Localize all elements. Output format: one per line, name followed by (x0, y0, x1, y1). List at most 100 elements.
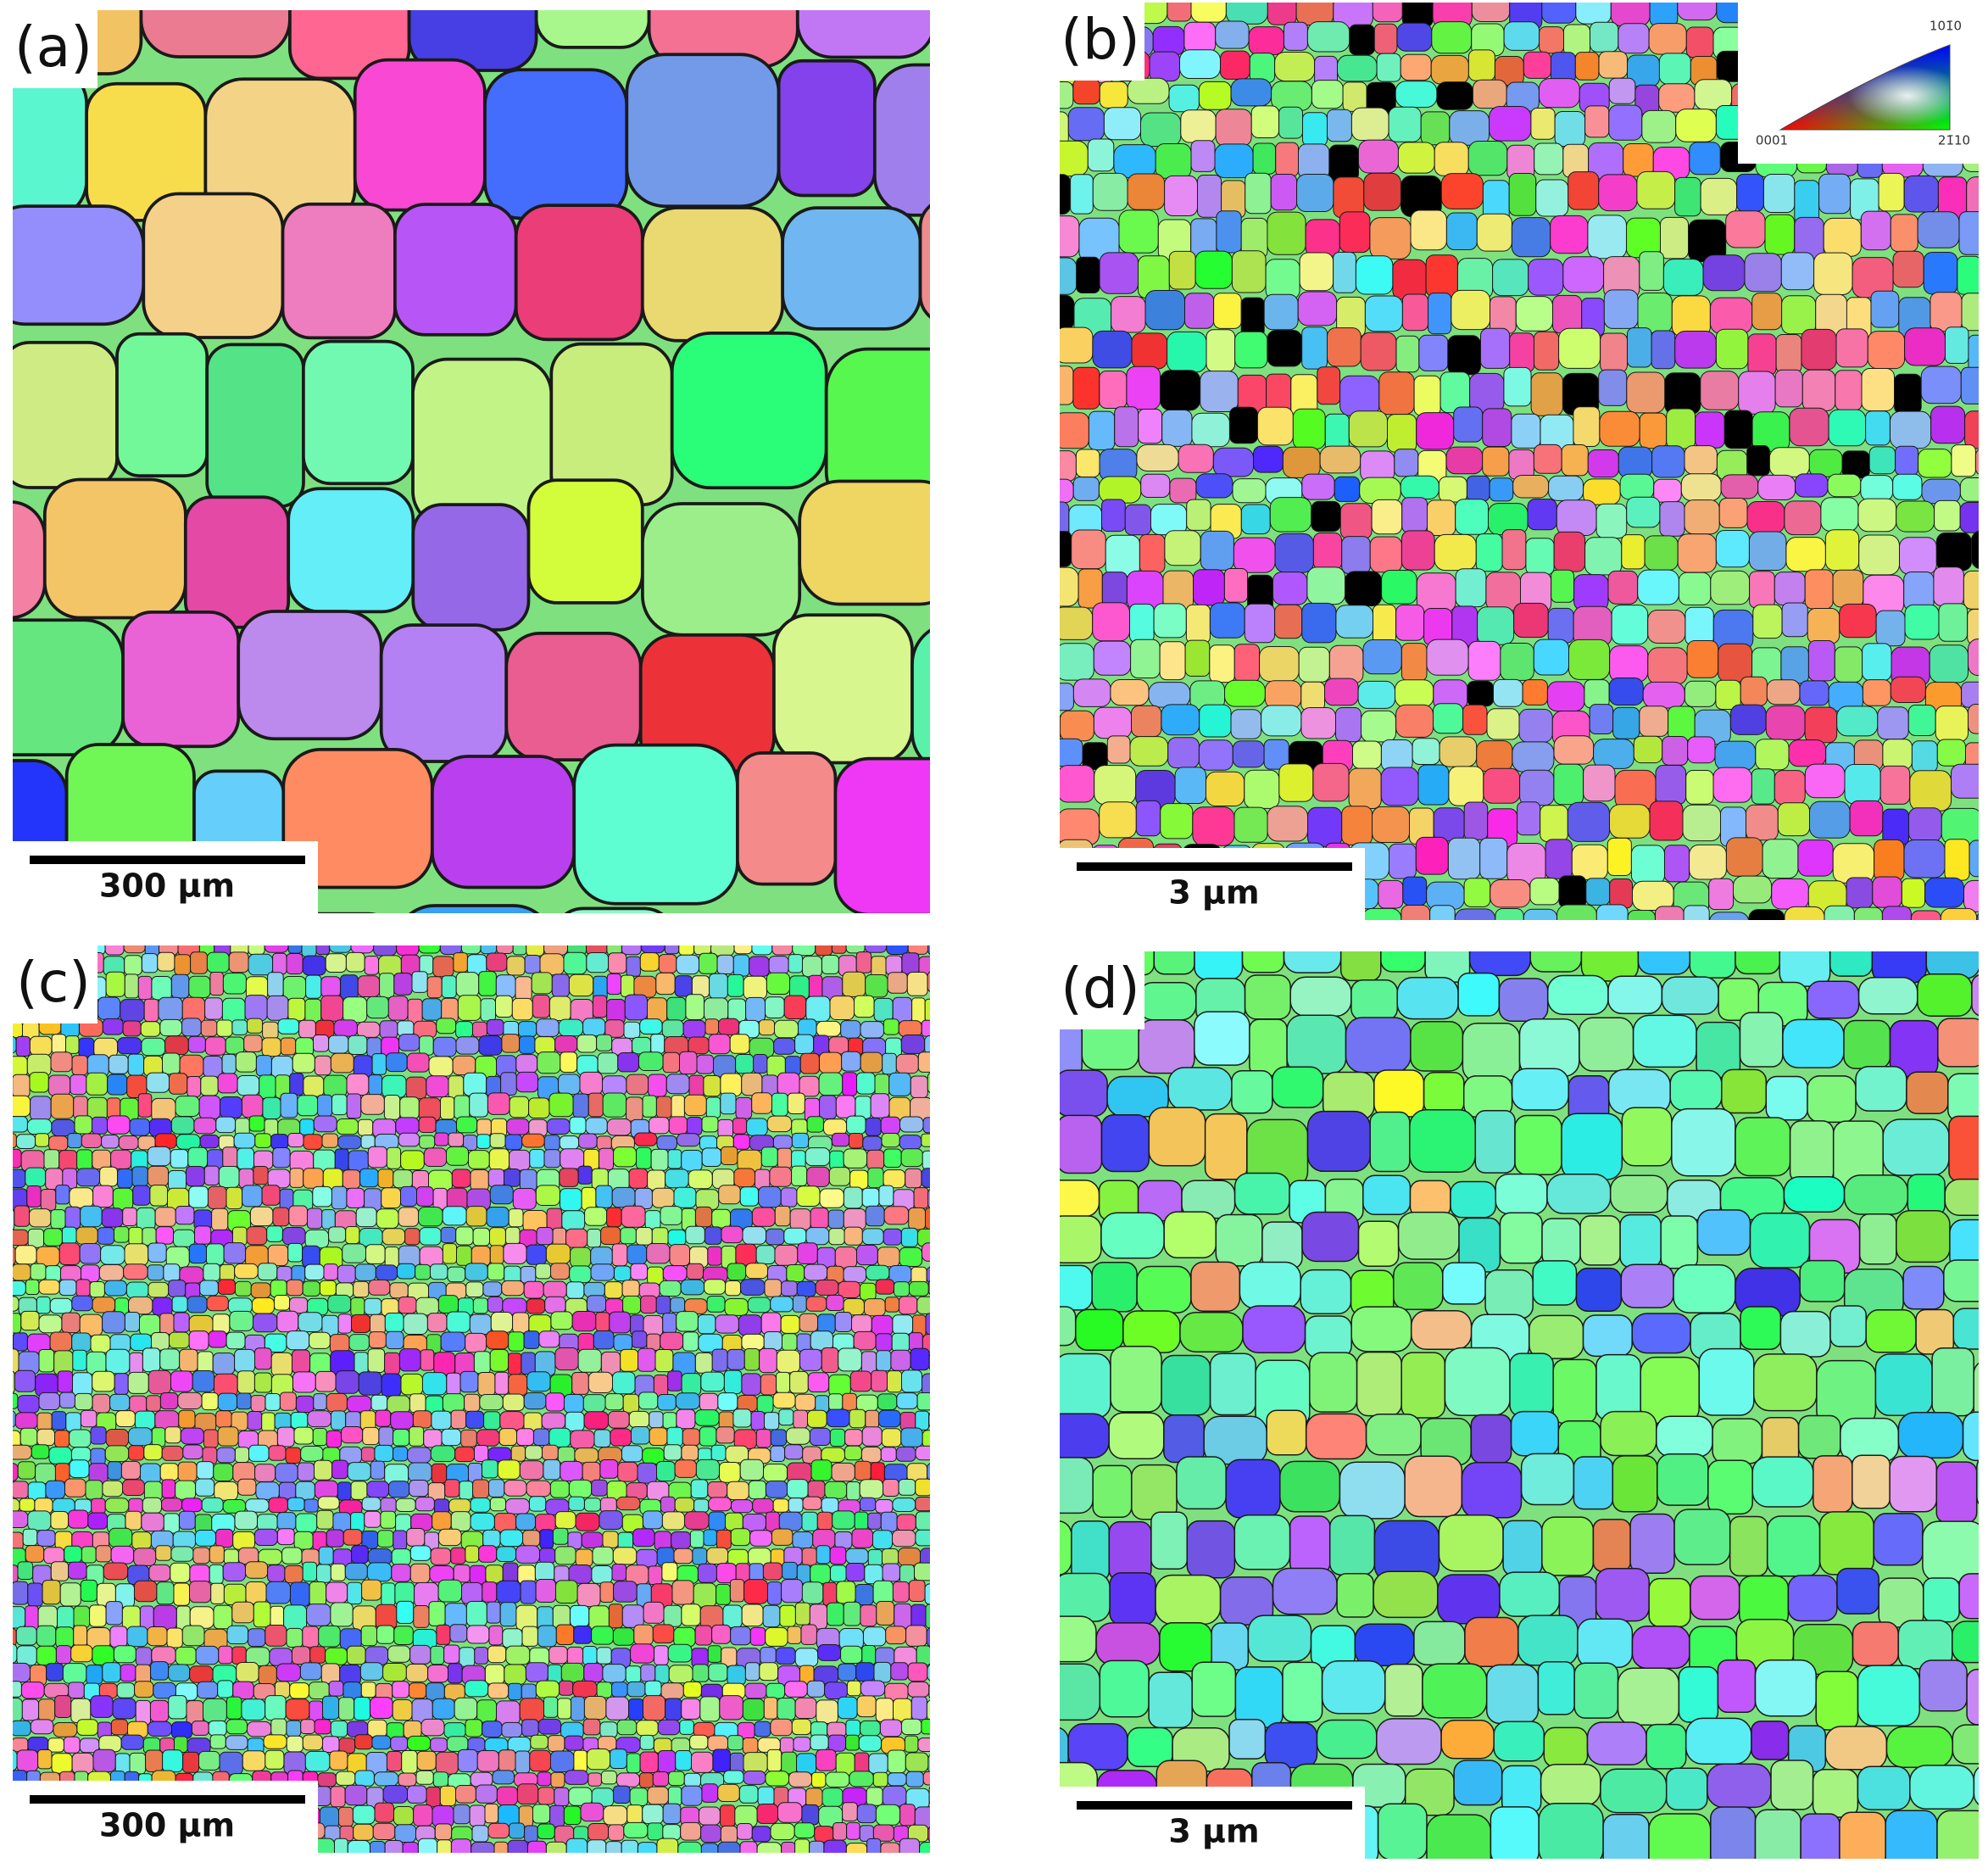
grain (1499, 1571, 1561, 1617)
grain (867, 1167, 884, 1189)
grain (583, 1663, 604, 1683)
grain (1358, 139, 1399, 174)
grain (13, 1229, 29, 1247)
grain (225, 1735, 248, 1750)
grain (1060, 765, 1095, 803)
grain (810, 1208, 829, 1230)
grain (730, 1528, 751, 1547)
grain (1094, 765, 1137, 806)
grain (1945, 326, 1969, 364)
grain (1915, 1308, 1955, 1355)
grain (825, 1771, 850, 1788)
grain (1680, 473, 1722, 501)
grain (743, 1348, 760, 1371)
grain (114, 1373, 129, 1395)
grain (360, 1682, 376, 1698)
grain (441, 1428, 462, 1447)
grain (1233, 806, 1268, 843)
grain (457, 995, 482, 1021)
grain (212, 1353, 236, 1375)
grain (109, 1527, 133, 1548)
grain (769, 1166, 793, 1187)
grain (528, 1097, 550, 1119)
grain (118, 1135, 139, 1150)
grain (1075, 1308, 1124, 1352)
grain (920, 1548, 930, 1567)
grain (36, 1296, 51, 1314)
grain (770, 1445, 786, 1463)
grain (1388, 106, 1422, 142)
grain (853, 1330, 877, 1351)
grain (501, 1280, 525, 1297)
grain (754, 1721, 771, 1737)
grain (1762, 174, 1796, 213)
grain-map (1060, 951, 1979, 1859)
grain (183, 495, 291, 629)
grain (796, 1185, 821, 1207)
grain (72, 1349, 87, 1371)
grain (668, 1771, 685, 1787)
grain (779, 1604, 796, 1627)
grain (328, 1035, 349, 1054)
grain (578, 1133, 598, 1149)
grain (762, 1562, 783, 1581)
grain (321, 1133, 339, 1148)
grain (763, 1464, 788, 1482)
grain (512, 945, 527, 956)
grain (330, 1720, 348, 1737)
grain (642, 1804, 664, 1825)
grain (92, 1393, 111, 1414)
grain (1339, 211, 1371, 254)
grain (507, 1839, 528, 1853)
grain (459, 1481, 474, 1500)
grain (1060, 81, 1074, 109)
grain (1897, 1412, 1964, 1458)
grain (43, 1547, 65, 1564)
grain (465, 1263, 488, 1281)
grain (1721, 1068, 1768, 1114)
grain (1127, 173, 1166, 210)
grain (490, 1312, 514, 1333)
grain (656, 1838, 679, 1853)
grain (1263, 293, 1299, 331)
grain (208, 1330, 227, 1348)
grain (14, 1369, 36, 1392)
grain (582, 1718, 601, 1736)
grain (1533, 443, 1562, 474)
grain (1966, 176, 1979, 220)
grain (1829, 1305, 1867, 1347)
grain (215, 1410, 232, 1428)
grain (1167, 331, 1207, 373)
grain (639, 952, 660, 972)
grain (861, 1228, 884, 1246)
grain (441, 975, 457, 998)
grain (772, 1392, 796, 1409)
grain (457, 1749, 478, 1772)
grain (122, 1020, 142, 1037)
grain (381, 1187, 402, 1209)
grain (1890, 676, 1926, 703)
grain (354, 1352, 369, 1375)
grain (1163, 1211, 1217, 1259)
grain (292, 1349, 310, 1374)
grain (676, 1408, 696, 1430)
grain (1899, 537, 1937, 575)
grain (910, 1696, 927, 1721)
grain (706, 1547, 729, 1564)
grain (122, 1479, 145, 1497)
grain (1720, 474, 1759, 499)
grain (323, 1263, 338, 1280)
grain (842, 1392, 857, 1411)
grain (1463, 878, 1491, 907)
grain (654, 1645, 669, 1665)
grain (558, 1018, 584, 1037)
grain (1619, 1213, 1662, 1269)
grain (675, 1392, 700, 1410)
grain (673, 1626, 696, 1648)
grain (159, 1392, 179, 1410)
grain (827, 1602, 844, 1626)
grain (843, 1266, 866, 1284)
grain (87, 1512, 109, 1530)
grain (317, 1496, 340, 1510)
grain (586, 952, 610, 973)
